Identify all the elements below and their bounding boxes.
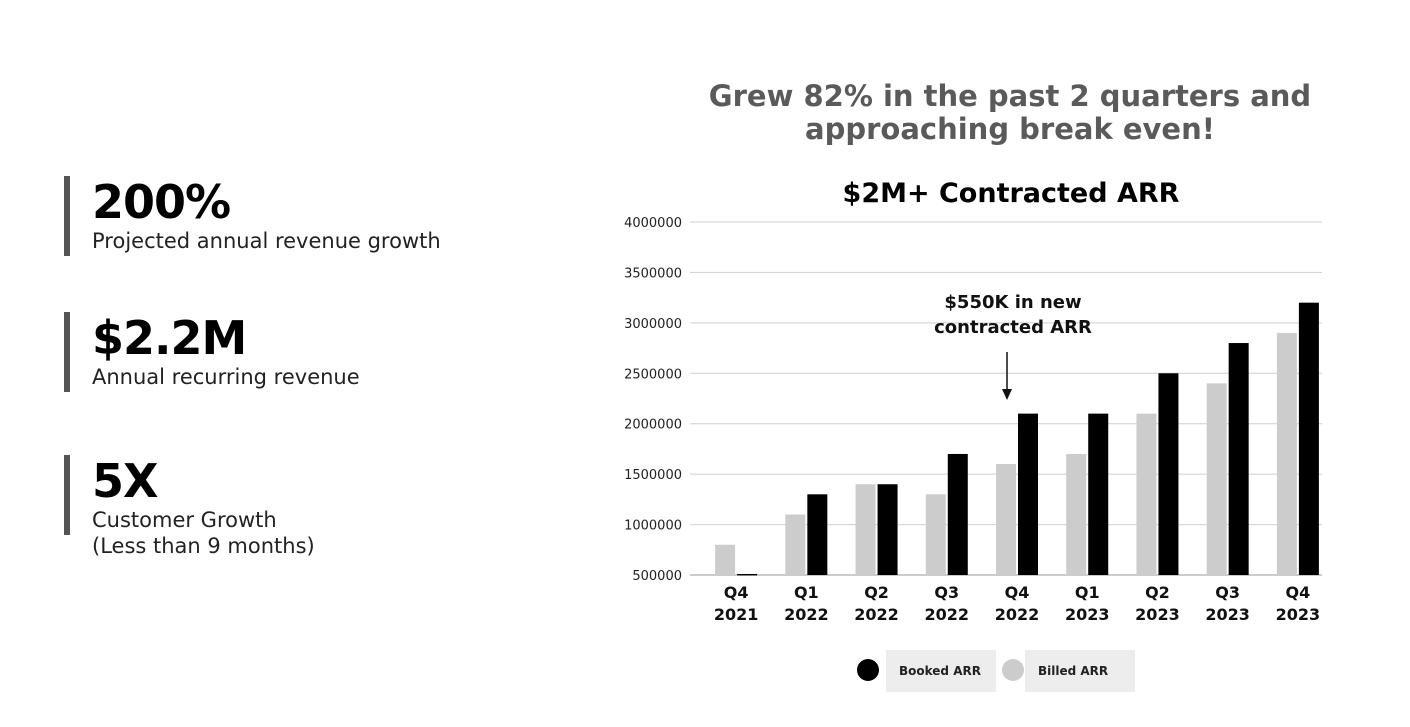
y-tick-label: 4000000 [624,216,682,231]
bar-billed-arr [1066,453,1087,575]
stat-customers: 5X Customer Growth (Less than 9 months) [64,454,315,558]
bar-billed-arr [1276,332,1297,575]
x-tick-label-year: 2022 [854,605,899,624]
bar-booked-arr [1018,413,1038,575]
stat-value: 5X [92,454,158,508]
x-tick-label-quarter: Q2 [1145,583,1170,602]
headline-line: Grew 82% in the past 2 quarters and [708,79,1312,113]
bar-booked-arr [807,494,828,575]
y-tick-label: 3500000 [624,266,682,281]
y-tick-label: 2500000 [624,367,682,382]
y-tick-label: 1000000 [624,519,682,534]
bar-billed-arr [785,514,806,575]
bar-billed-arr [715,544,736,575]
x-tick-label-year: 2022 [995,605,1040,624]
x-tick-label-year: 2023 [1205,605,1250,624]
chart-title: $2M+ Contracted ARR [843,178,1180,209]
legend-swatch-billed [1002,659,1024,681]
x-tick-label-year: 2021 [714,605,759,624]
bar-billed-arr [996,464,1016,575]
stat-value: 200% [92,175,231,229]
annotation-text: contracted ARR [934,317,1092,338]
x-tick-label-quarter: Q3 [934,583,959,602]
x-tick-label-year: 2022 [925,605,970,624]
x-tick-label-year: 2023 [1065,605,1110,624]
bar-booked-arr [1298,302,1319,575]
bar-booked-arr [1158,373,1179,575]
legend-label-booked: Booked ARR [899,664,981,678]
y-tick-label: 1500000 [624,468,682,483]
x-tick-label-quarter: Q4 [1005,583,1030,602]
bar-booked-arr [947,453,968,575]
stat-label: Annual recurring revenue [92,365,360,389]
x-tick-label-year: 2022 [784,605,829,624]
stat-value: $2.2M [92,311,247,365]
bar-booked-arr [1088,413,1109,575]
bar-booked-arr [737,573,758,576]
x-tick-label-quarter: Q1 [794,583,819,602]
y-tick-label: 500000 [632,569,682,584]
stat-label-note: (Less than 9 months) [92,534,315,558]
stat-label: Customer Growth [92,508,277,532]
bar-billed-arr [1136,413,1157,575]
headline: Grew 82% in the past 2 quarters and appr… [680,80,1340,146]
x-tick-label-quarter: Q4 [724,583,749,602]
annotation-arrow-head [1002,389,1012,400]
bar-booked-arr [877,484,898,575]
legend-label-billed: Billed ARR [1038,664,1109,678]
stat-arr: $2.2M Annual recurring revenue [64,312,360,392]
stat-label: Projected annual revenue growth [92,229,441,253]
y-tick-label: 3000000 [624,317,682,332]
x-tick-label-quarter: Q2 [864,583,889,602]
x-tick-label-quarter: Q1 [1075,583,1100,602]
x-tick-label-year: 2023 [1135,605,1180,624]
bar-billed-arr [1206,383,1227,575]
annotation-text: $550K in new [944,292,1081,313]
x-tick-label-quarter: Q3 [1215,583,1240,602]
stat-growth: 200% Projected annual revenue growth [64,176,441,256]
bar-billed-arr [925,494,946,575]
x-tick-label-year: 2023 [1276,605,1321,624]
bar-billed-arr [855,484,876,575]
x-tick-label-quarter: Q4 [1286,583,1311,602]
bar-booked-arr [1228,343,1249,575]
headline-line: approaching break even! [805,112,1215,146]
y-tick-label: 2000000 [624,418,682,433]
legend-item-booked [886,650,996,692]
legend-item-billed [1025,650,1135,692]
legend-swatch-booked [857,659,879,681]
